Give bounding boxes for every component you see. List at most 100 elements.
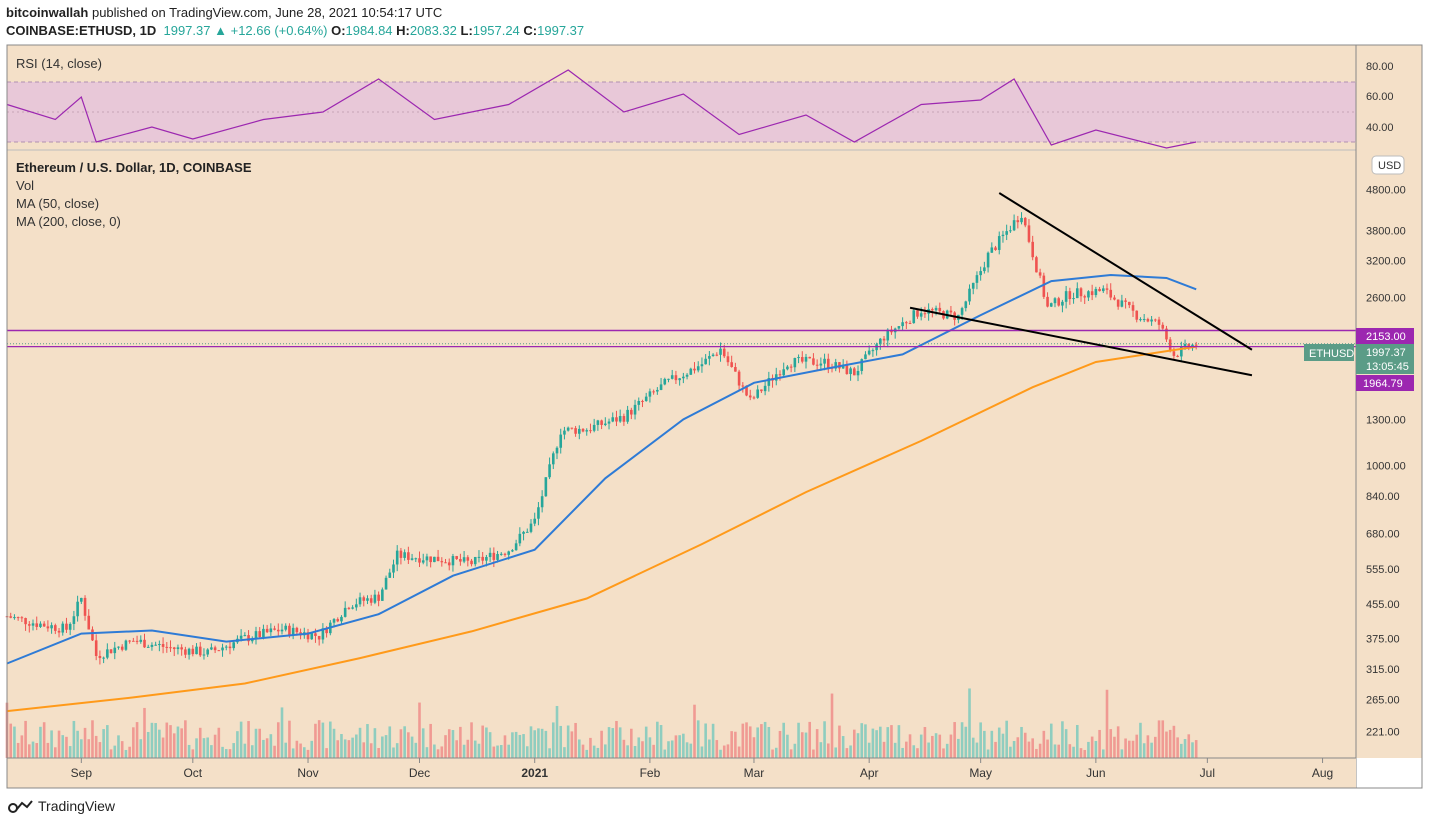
volume-bar	[1191, 742, 1194, 758]
volume-bar	[27, 744, 31, 758]
candle	[916, 308, 919, 319]
symbol-name: COINBASE:ETHUSD, 1D	[6, 23, 157, 38]
volume-bar	[459, 726, 462, 758]
candle	[667, 378, 670, 383]
volume-bar	[548, 748, 551, 758]
price-tick: 375.00	[1366, 633, 1400, 645]
volume-bar	[120, 741, 124, 758]
volume-bar	[210, 745, 213, 758]
volume-bar	[1087, 741, 1090, 758]
candle	[555, 446, 559, 460]
ma50-line	[6, 273, 1197, 665]
volume-bar	[555, 705, 559, 758]
lower-trendline[interactable]	[909, 306, 1253, 377]
volume-bar	[667, 741, 670, 758]
candle	[466, 555, 470, 567]
publisher-name[interactable]: bitcoinwallah	[6, 5, 89, 20]
candle	[633, 399, 637, 420]
candle	[1072, 292, 1075, 304]
volume-bar	[771, 749, 774, 758]
volume-bar	[838, 725, 841, 758]
candle	[403, 549, 406, 561]
volume-bar	[395, 743, 399, 758]
volume-bar	[748, 726, 752, 758]
volume-bar	[648, 737, 652, 758]
footer-brand[interactable]: TradingView	[6, 798, 115, 814]
candle	[696, 361, 700, 373]
volume-bar	[507, 744, 510, 758]
volume-bar	[139, 739, 143, 758]
time-tick: Aug	[1312, 766, 1333, 780]
volume-bar	[369, 743, 373, 758]
candle	[618, 409, 622, 423]
volume-bar	[150, 722, 154, 758]
volume-bar	[637, 737, 641, 758]
volume-bar	[663, 749, 667, 758]
volume-bar	[1165, 731, 1168, 758]
volume-bar	[596, 747, 600, 758]
candle	[1120, 294, 1124, 308]
volume-bar	[269, 734, 273, 758]
candle	[39, 621, 42, 629]
volume-bar	[273, 745, 276, 758]
candle	[823, 353, 826, 371]
volume-bar	[1161, 720, 1165, 758]
candle	[65, 617, 68, 633]
usd-badge[interactable]: USD	[1371, 155, 1405, 175]
volume-bar	[830, 693, 834, 758]
last-price-text: 1997.37	[1366, 347, 1406, 359]
candle	[106, 643, 109, 660]
volume-bar	[180, 728, 183, 758]
candle	[61, 621, 65, 636]
volume-bar	[94, 735, 98, 758]
usd-badge-box[interactable]	[1371, 155, 1405, 175]
volume-bar	[942, 748, 945, 758]
candle	[979, 266, 982, 281]
upper-trendline[interactable]	[998, 192, 1253, 351]
candle	[72, 610, 76, 631]
volume-bar	[165, 722, 169, 758]
volume-bar	[1035, 748, 1038, 758]
level-label-upper: 2153.00	[1356, 328, 1414, 344]
volume-bar	[1012, 740, 1016, 758]
volume-bar	[113, 745, 117, 758]
candle	[1157, 316, 1161, 331]
volume-bar	[1005, 720, 1008, 758]
candle	[1116, 299, 1120, 310]
volume-bar	[13, 726, 16, 758]
candle	[800, 351, 804, 364]
low-value: 1957.24	[472, 23, 520, 38]
volume-bar	[332, 728, 336, 758]
volume-bar	[641, 741, 644, 758]
volume-bars	[5, 688, 1198, 758]
candle	[143, 633, 146, 648]
volume-bar	[31, 741, 35, 758]
candle	[94, 634, 98, 661]
candle	[340, 615, 343, 625]
candle	[994, 245, 997, 251]
candle	[525, 528, 529, 533]
candle	[551, 451, 555, 470]
candle	[1128, 301, 1131, 309]
candle	[990, 242, 994, 253]
candle	[265, 624, 269, 634]
candle	[1079, 287, 1083, 302]
candle	[358, 592, 362, 607]
volume-bar	[191, 749, 195, 758]
volume-bar	[990, 730, 994, 758]
volume-bar	[670, 740, 674, 758]
candle	[459, 553, 462, 566]
volume-bar	[1038, 743, 1042, 758]
volume-bar	[1124, 738, 1127, 758]
candle	[24, 617, 27, 631]
volume-bar	[1116, 726, 1120, 758]
candle	[1064, 285, 1068, 309]
volume-bar	[719, 749, 722, 758]
candle	[102, 656, 105, 664]
candle	[369, 594, 373, 606]
last-price-box	[1356, 344, 1414, 374]
volume-bar	[626, 745, 629, 758]
volume-bar	[1105, 689, 1109, 758]
volume-bar	[741, 723, 745, 758]
